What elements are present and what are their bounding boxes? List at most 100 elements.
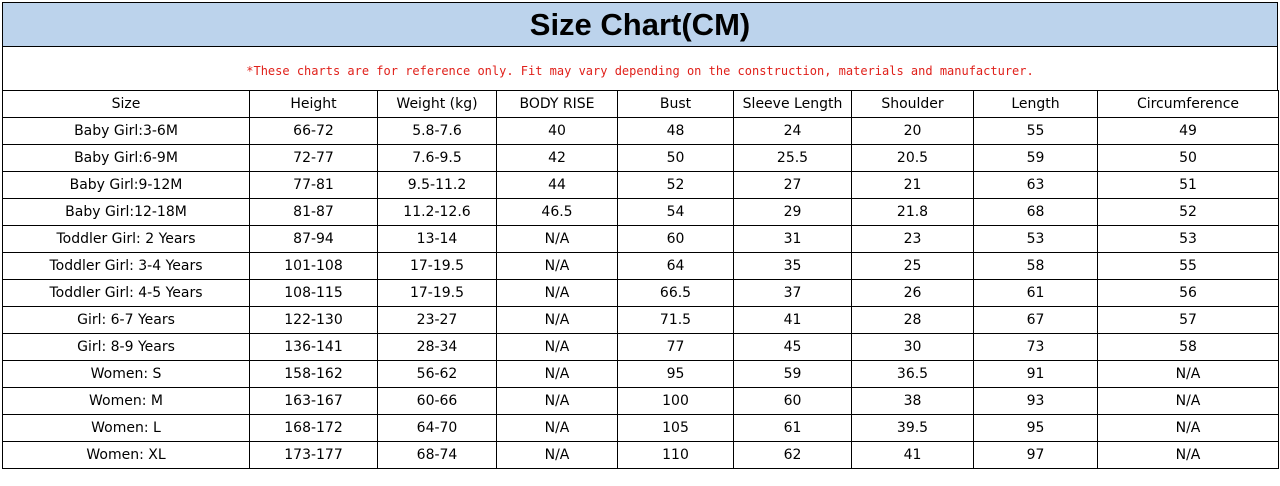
table-row: Girl: 6-7 Years 122-130 23-27 N/A 71.5 41 28 67… <box>2 306 1279 334</box>
size-label-cell: Toddler Girl: 2 Years <box>2 225 250 253</box>
column-header: Size <box>2 90 250 118</box>
table-cell: 68 <box>973 198 1098 226</box>
table-cell: 13-14 <box>377 225 497 253</box>
table-cell: 168-172 <box>249 414 378 442</box>
table-cell: 108-115 <box>249 279 378 307</box>
table-row: Women: M 163-167 60-66 N/A 100 60 38 93 N/A <box>2 387 1279 415</box>
column-header: Bust <box>617 90 734 118</box>
table-cell: 36.5 <box>851 360 974 388</box>
column-header: Height <box>249 90 378 118</box>
table-cell: 59 <box>733 360 852 388</box>
table-cell: 21 <box>851 171 974 199</box>
table-cell: 23-27 <box>377 306 497 334</box>
table-row: Women: XL 173-177 68-74 N/A 110 62 41 97 N/A <box>2 441 1279 469</box>
table-cell: 28 <box>851 306 974 334</box>
table-cell: 27 <box>733 171 852 199</box>
table-cell: N/A <box>496 225 618 253</box>
table-cell: 67 <box>973 306 1098 334</box>
table-cell: 61 <box>973 279 1098 307</box>
table-cell: 52 <box>1097 198 1279 226</box>
table-cell: 93 <box>973 387 1098 415</box>
reference-note: *These charts are for reference only. Fi… <box>2 47 1278 90</box>
table-cell: 30 <box>851 333 974 361</box>
size-label-cell: Toddler Girl: 4-5 Years <box>2 279 250 307</box>
size-label-cell: Girl: 6-7 Years <box>2 306 250 334</box>
size-label-cell: Toddler Girl: 3-4 Years <box>2 252 250 280</box>
table-cell: 77 <box>617 333 734 361</box>
table-row: Baby Girl:6-9M 72-77 7.6-9.5 42 50 25.5 20.5 59… <box>2 144 1279 172</box>
column-header: Shoulder <box>851 90 974 118</box>
table-cell: 101-108 <box>249 252 378 280</box>
size-label-cell: Women: L <box>2 414 250 442</box>
table-cell: 51 <box>1097 171 1279 199</box>
size-table: Size Height Weight (kg) BODY RISE Bust Sleeve… <box>2 90 1279 469</box>
table-cell: 29 <box>733 198 852 226</box>
table-cell: N/A <box>496 414 618 442</box>
table-cell: N/A <box>496 387 618 415</box>
table-cell: 68-74 <box>377 441 497 469</box>
table-row: Girl: 8-9 Years 136-141 28-34 N/A 77 45 30 73 58 <box>2 333 1279 361</box>
table-cell: 45 <box>733 333 852 361</box>
table-cell: 122-130 <box>249 306 378 334</box>
table-cell: N/A <box>1097 414 1279 442</box>
table-cell: 25.5 <box>733 144 852 172</box>
table-row: Women: L 168-172 64-70 N/A 105 61 39.5 95 N/A <box>2 414 1279 442</box>
table-row: Toddler Girl: 2 Years 87-94 13-14 N/A 60 31 23… <box>2 225 1279 253</box>
size-label-cell: Baby Girl:3-6M <box>2 117 250 145</box>
table-cell: 50 <box>617 144 734 172</box>
table-cell: 17-19.5 <box>377 279 497 307</box>
table-cell: 81-87 <box>249 198 378 226</box>
table-cell: 62 <box>733 441 852 469</box>
table-cell: 58 <box>1097 333 1279 361</box>
chart-title: Size Chart(CM) <box>2 2 1278 47</box>
table-cell: 73 <box>973 333 1098 361</box>
table-cell: 35 <box>733 252 852 280</box>
table-cell: 66.5 <box>617 279 734 307</box>
table-cell: 9.5-11.2 <box>377 171 497 199</box>
table-cell: 100 <box>617 387 734 415</box>
table-cell: 173-177 <box>249 441 378 469</box>
table-cell: 72-77 <box>249 144 378 172</box>
table-cell: 110 <box>617 441 734 469</box>
table-cell: N/A <box>496 360 618 388</box>
table-cell: 87-94 <box>249 225 378 253</box>
table-cell: 61 <box>733 414 852 442</box>
table-cell: 56-62 <box>377 360 497 388</box>
size-label-cell: Girl: 8-9 Years <box>2 333 250 361</box>
table-cell: 23 <box>851 225 974 253</box>
table-cell: 95 <box>973 414 1098 442</box>
table-cell: 41 <box>733 306 852 334</box>
table-cell: 56 <box>1097 279 1279 307</box>
size-label-cell: Women: XL <box>2 441 250 469</box>
table-cell: 26 <box>851 279 974 307</box>
table-cell: 53 <box>1097 225 1279 253</box>
table-row: Toddler Girl: 3-4 Years 101-108 17-19.5 N/A… <box>2 252 1279 280</box>
table-body: Baby Girl:3-6M 66-72 5.8-7.6 40 48 24 20 55 49 Ba… <box>2 117 1279 469</box>
table-cell: 64-70 <box>377 414 497 442</box>
table-cell: 25 <box>851 252 974 280</box>
table-cell: 39.5 <box>851 414 974 442</box>
table-cell: 54 <box>617 198 734 226</box>
table-row: Toddler Girl: 4-5 Years 108-115 17-19.5 N/A… <box>2 279 1279 307</box>
table-cell: 46.5 <box>496 198 618 226</box>
table-row: Women: S 158-162 56-62 N/A 95 59 36.5 91 N/A <box>2 360 1279 388</box>
table-cell: 21.8 <box>851 198 974 226</box>
size-label-cell: Baby Girl:9-12M <box>2 171 250 199</box>
table-cell: 60 <box>733 387 852 415</box>
table-cell: 42 <box>496 144 618 172</box>
table-cell: 59 <box>973 144 1098 172</box>
table-cell: 64 <box>617 252 734 280</box>
table-cell: 91 <box>973 360 1098 388</box>
column-header: Circumference <box>1097 90 1279 118</box>
table-cell: 97 <box>973 441 1098 469</box>
table-cell: 71.5 <box>617 306 734 334</box>
table-cell: N/A <box>1097 360 1279 388</box>
table-cell: 53 <box>973 225 1098 253</box>
table-row: Baby Girl:3-6M 66-72 5.8-7.6 40 48 24 20 55 49 <box>2 117 1279 145</box>
table-cell: 11.2-12.6 <box>377 198 497 226</box>
table-cell: 40 <box>496 117 618 145</box>
table-cell: 63 <box>973 171 1098 199</box>
table-cell: 163-167 <box>249 387 378 415</box>
table-cell: 136-141 <box>249 333 378 361</box>
